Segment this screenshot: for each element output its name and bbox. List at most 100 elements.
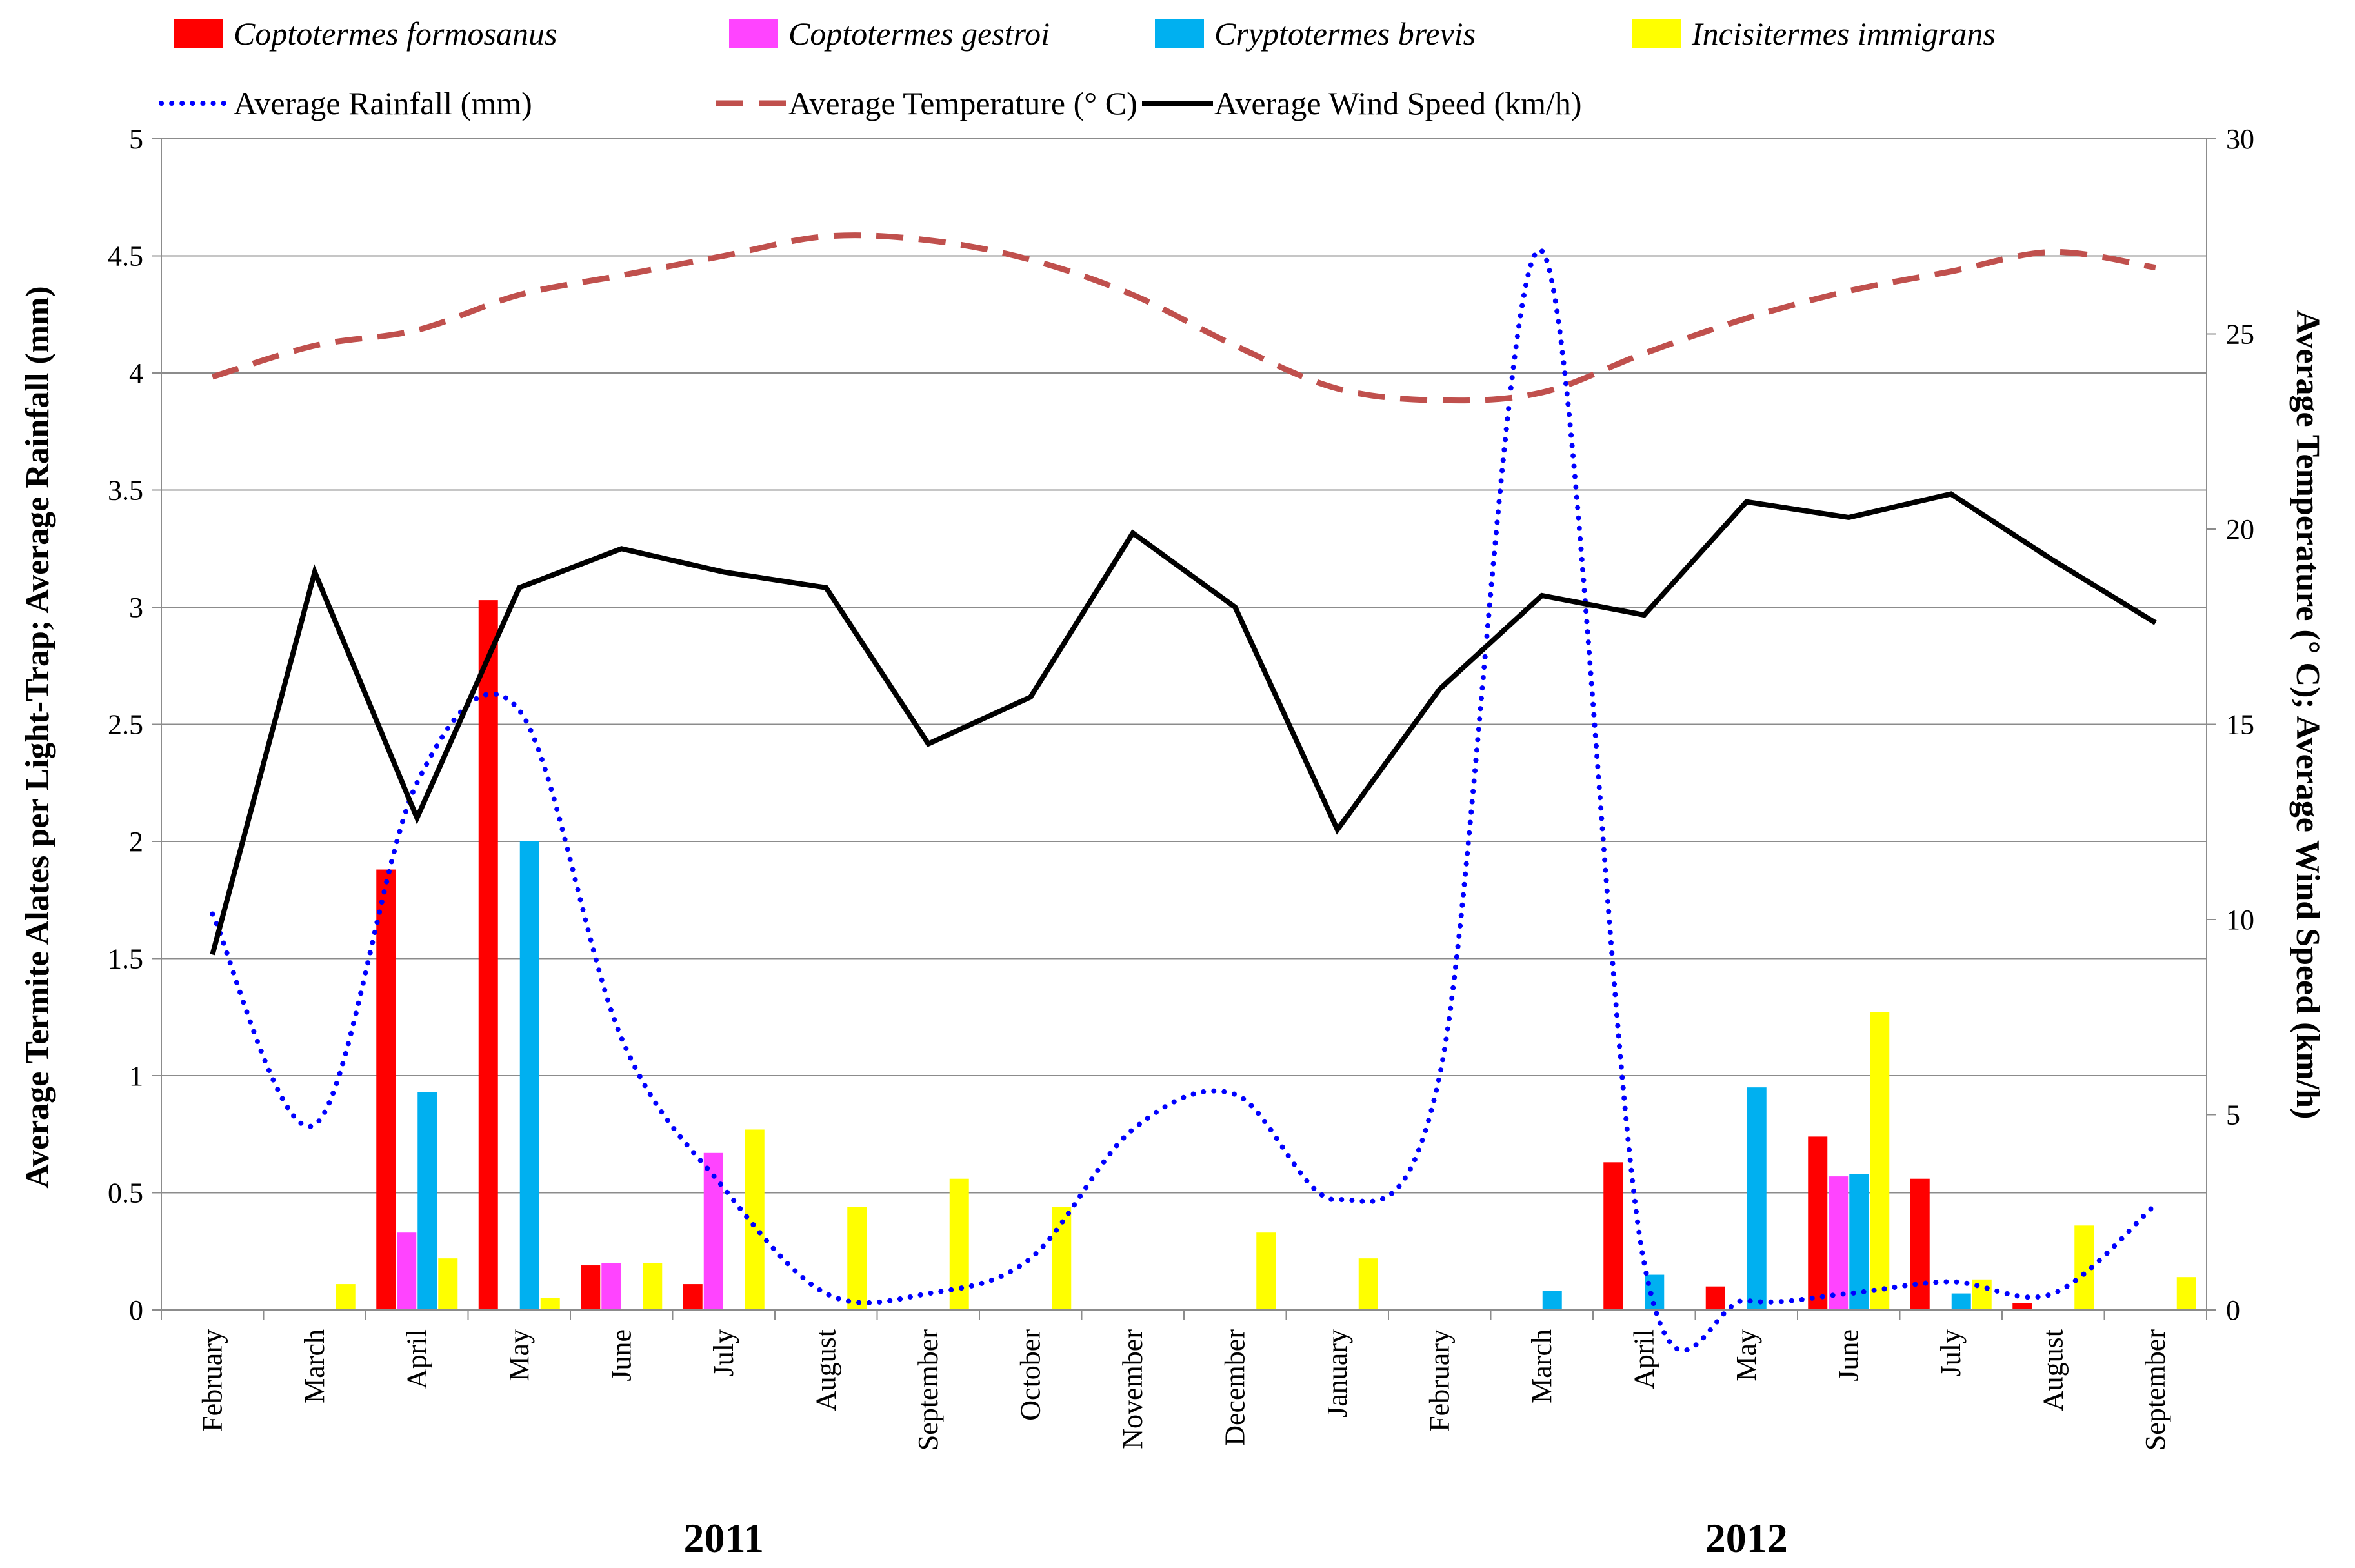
legend-swatch [1155,19,1204,48]
bars [336,600,2196,1310]
bar-incisitermes-immigrans [438,1258,458,1310]
line-average-rainfall-mm [210,247,2158,1353]
year-labels: 2011 2012 [684,1515,1788,1561]
x-axis-tick-label: January [1321,1329,1353,1418]
left-axis-tick-label: 4.5 [108,241,143,272]
right-axis-tick-label: 15 [2226,709,2254,741]
x-axis-tick-label: August [2037,1329,2069,1411]
left-axis-tick-label: 0 [129,1294,143,1326]
x-axis-tick-label: April [401,1329,432,1389]
legend-label: Average Rainfall (mm) [234,85,532,121]
right-axis-tick-label: 30 [2226,123,2254,155]
bar-incisitermes-immigrans [336,1284,356,1310]
x-axis-tick-label: February [196,1329,228,1432]
x-axis-tick-label: July [1935,1329,1967,1376]
right-axis-title: Average Temperature (° C); Average Wind … [2289,310,2326,1120]
left-axis-tick-label: 1 [129,1060,143,1092]
x-axis-tick-label: May [503,1329,535,1382]
line-average-wind-speed-km-h [210,491,2157,956]
x-axis-tick-label: December [1219,1329,1250,1446]
series-lines [210,232,2158,1353]
left-axis-tick-label: 4 [129,357,143,389]
legend-item-coptotermes-formosanus: Coptotermes formosanus [174,15,557,52]
right-axis-tick-label: 20 [2226,514,2254,545]
bar-cryptotermes-brevis [1542,1291,1562,1310]
x-axis-tick-label: April [1628,1329,1659,1389]
left-axis-title: Average Termite Alates per Light-Trap; A… [19,286,56,1188]
bar-coptotermes-formosanus [1603,1162,1623,1310]
legend-swatch [729,19,778,48]
gridlines [161,138,2207,1194]
left-axis-tick-label: 0.5 [108,1178,143,1209]
bar-coptotermes-formosanus [683,1284,703,1310]
legend-label: Incisitermes immigrans [1691,15,1996,52]
bar-coptotermes-gestroi [397,1232,417,1310]
left-axis-tick-label: 1.5 [108,943,143,975]
x-axis-tick-label: March [299,1329,330,1403]
year-label: 2012 [1705,1515,1788,1561]
bar-coptotermes-formosanus [478,600,498,1310]
legend-item-average-temperature-c: Average Temperature (° C) [716,85,1137,121]
left-axis-tick-label: 2.5 [108,709,143,741]
left-axis-tick-label: 3.5 [108,475,143,507]
x-axis-tick-label: May [1730,1329,1762,1382]
bar-coptotermes-gestroi [703,1152,723,1310]
bar-coptotermes-gestroi [601,1263,621,1310]
left-axis-tick-label: 2 [129,826,143,858]
x-axis-tick-label: February [1423,1329,1455,1432]
line-average-temperature-c [211,232,2156,404]
bar-incisitermes-immigrans [1870,1012,1890,1310]
x-axis-tick-label: June [1832,1329,1864,1382]
legend-label: Average Wind Speed (km/h) [1214,85,1582,121]
x-axis-tick-label: November [1117,1329,1148,1449]
legend-item-cryptotermes-brevis: Cryptotermes brevis [1155,15,1476,52]
bar-incisitermes-immigrans [1358,1258,1378,1310]
bar-incisitermes-immigrans [745,1129,765,1310]
x-axis-ticks: February March April May June July August Septe… [196,1329,2171,1451]
bar-coptotermes-formosanus [1705,1286,1725,1310]
bar-coptotermes-gestroi [1829,1176,1849,1310]
x-axis-tick-label: September [912,1329,944,1451]
legend: Coptotermes formosanus Coptotermes gestro… [159,15,1996,121]
legend-label: Coptotermes formosanus [234,15,557,52]
bar-coptotermes-formosanus [2012,1303,2032,1310]
bar-cryptotermes-brevis [417,1092,437,1310]
legend-item-coptotermes-gestroi: Coptotermes gestroi [729,15,1050,52]
left-axis-tick-label: 5 [129,123,143,155]
x-axis-tick-label: July [708,1329,739,1376]
right-axis-ticks: 0 5 10 15 20 25 30 [2226,123,2254,1326]
x-axis-tick-label: June [605,1329,637,1382]
bar-coptotermes-formosanus [376,869,396,1310]
bar-cryptotermes-brevis [1849,1174,1869,1310]
bar-incisitermes-immigrans [1256,1232,1276,1310]
legend-label: Coptotermes gestroi [788,15,1050,52]
legend-item-average-rainfall-mm: Average Rainfall (mm) [159,85,532,121]
bar-incisitermes-immigrans [2176,1277,2196,1310]
right-axis-tick-label: 25 [2226,319,2254,350]
bar-incisitermes-immigrans [847,1207,867,1310]
bar-cryptotermes-brevis [1747,1087,1767,1310]
legend-label: Cryptotermes brevis [1214,15,1476,52]
legend-swatch [174,19,223,48]
year-label: 2011 [684,1515,764,1561]
bar-cryptotermes-brevis [519,841,539,1310]
bar-incisitermes-immigrans [540,1298,560,1310]
legend-item-incisitermes-immigrans: Incisitermes immigrans [1632,15,1996,52]
legend-label: Average Temperature (° C) [788,85,1137,121]
right-axis-tick-label: 0 [2226,1294,2240,1326]
x-axis-tick-label: October [1014,1329,1046,1421]
bar-coptotermes-formosanus [1910,1178,1930,1310]
bar-cryptotermes-brevis [1951,1293,1971,1310]
bar-incisitermes-immigrans [1972,1279,1992,1310]
axes [152,138,2216,1320]
right-axis-tick-label: 10 [2226,904,2254,936]
legend-item-average-wind-speed-km-h: Average Wind Speed (km/h) [1142,85,1582,121]
bar-incisitermes-immigrans [643,1263,663,1310]
right-axis-tick-label: 5 [2226,1100,2240,1131]
x-axis-tick-label: September [2140,1329,2171,1451]
x-axis-tick-label: August [810,1329,841,1411]
left-axis-ticks: 0 0.5 1 1.5 2 2.5 3 3.5 4 4.5 5 [108,123,143,1326]
bar-coptotermes-formosanus [1808,1136,1828,1310]
